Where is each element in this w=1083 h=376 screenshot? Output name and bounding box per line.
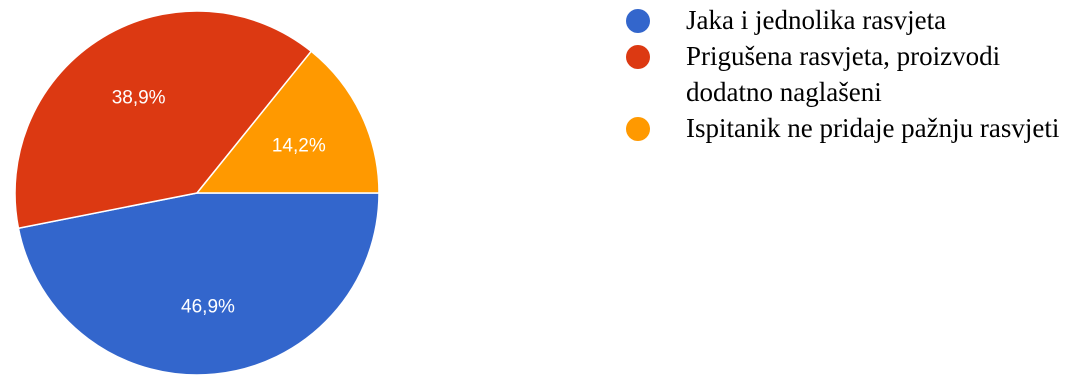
legend-item: Ispitanik ne pridaje pažnju rasvjeti: [626, 110, 1076, 146]
legend-label: Jaka i jednolika rasvjeta: [686, 5, 947, 35]
legend-swatch: [626, 9, 650, 33]
legend-swatch: [626, 117, 650, 141]
pie-slice: [14, 10, 313, 230]
chart-legend: Jaka i jednolika rasvjeta Prigušena rasv…: [626, 2, 1076, 146]
legend-label: Ispitanik ne pridaje pažnju rasvjeti: [686, 113, 1060, 143]
legend-swatch: [626, 45, 650, 69]
slice-label: 38,9%: [112, 87, 166, 108]
pie-slice: [17, 192, 380, 376]
slice-label: 46,9%: [181, 296, 235, 317]
pie-slice: [195, 50, 380, 194]
slice-label: 14,2%: [272, 135, 326, 156]
legend-item: Jaka i jednolika rasvjeta: [626, 2, 1076, 38]
pie-chart: 46,9% 38,9% 14,2%: [14, 10, 380, 376]
legend-label: Prigušena rasvjeta, proizvodi dodatno na…: [686, 41, 1001, 107]
legend-item: Prigušena rasvjeta, proizvodi dodatno na…: [626, 38, 1076, 110]
